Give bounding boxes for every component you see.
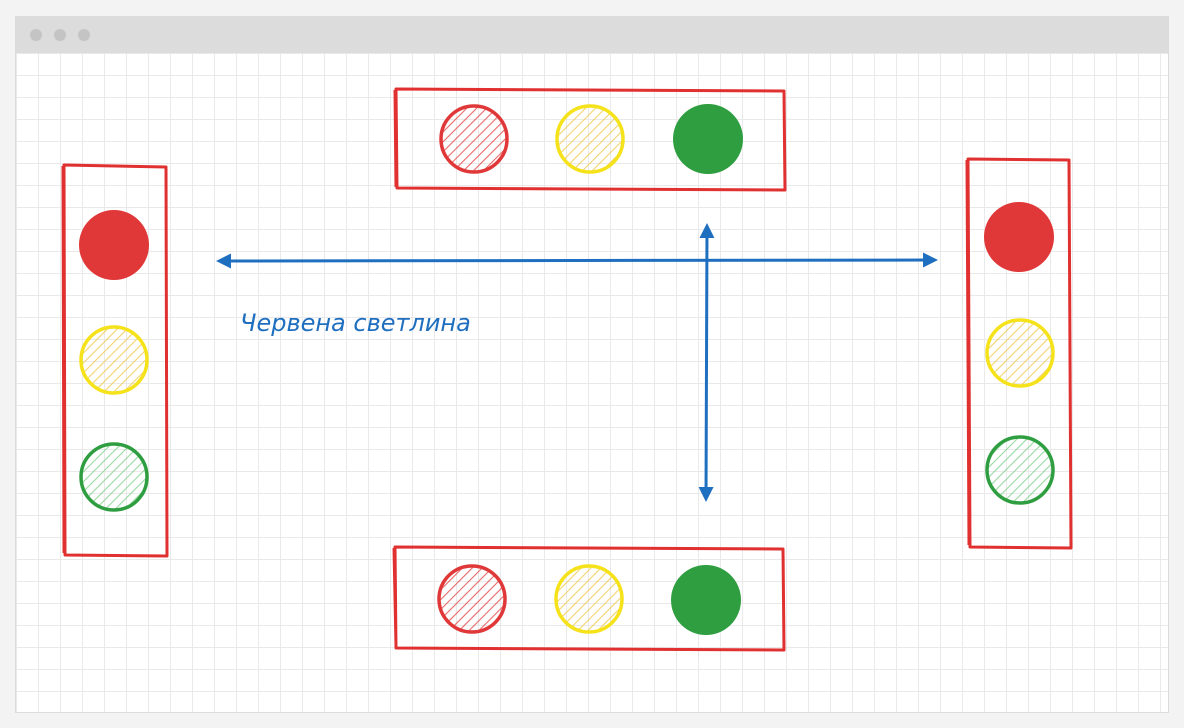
left-red-light xyxy=(79,210,149,280)
left-green-light xyxy=(79,442,149,512)
caption-red-light: Червена светлина xyxy=(240,309,471,337)
traffic-light-bottom-frame xyxy=(392,545,786,652)
window-dot-2[interactable] xyxy=(54,29,66,41)
right-red-light xyxy=(984,202,1054,272)
horizontal-arrow-line xyxy=(216,252,938,269)
traffic-light-left-frame xyxy=(61,163,169,558)
traffic-light-bottom xyxy=(392,545,786,652)
top-red-light xyxy=(439,104,509,174)
vertical-arrow-line xyxy=(698,223,715,502)
top-green-light xyxy=(673,104,743,174)
traffic-light-right-frame xyxy=(965,157,1073,550)
top-yellow-light xyxy=(555,104,625,174)
traffic-light-top xyxy=(393,87,787,192)
traffic-light-top-frame xyxy=(393,87,787,192)
bottom-green-light xyxy=(671,565,741,635)
traffic-light-right xyxy=(965,157,1073,550)
window-dot-1[interactable] xyxy=(30,29,42,41)
bottom-red-light xyxy=(437,564,507,634)
right-green-light xyxy=(985,435,1055,505)
bottom-yellow-light xyxy=(554,564,624,634)
right-yellow-light xyxy=(985,318,1055,388)
left-yellow-light xyxy=(79,325,149,395)
window-dot-3[interactable] xyxy=(78,29,90,41)
horizontal-arrow xyxy=(216,252,938,269)
traffic-light-left xyxy=(61,163,169,558)
vertical-arrow xyxy=(698,223,715,502)
window-titlebar xyxy=(16,17,1168,53)
